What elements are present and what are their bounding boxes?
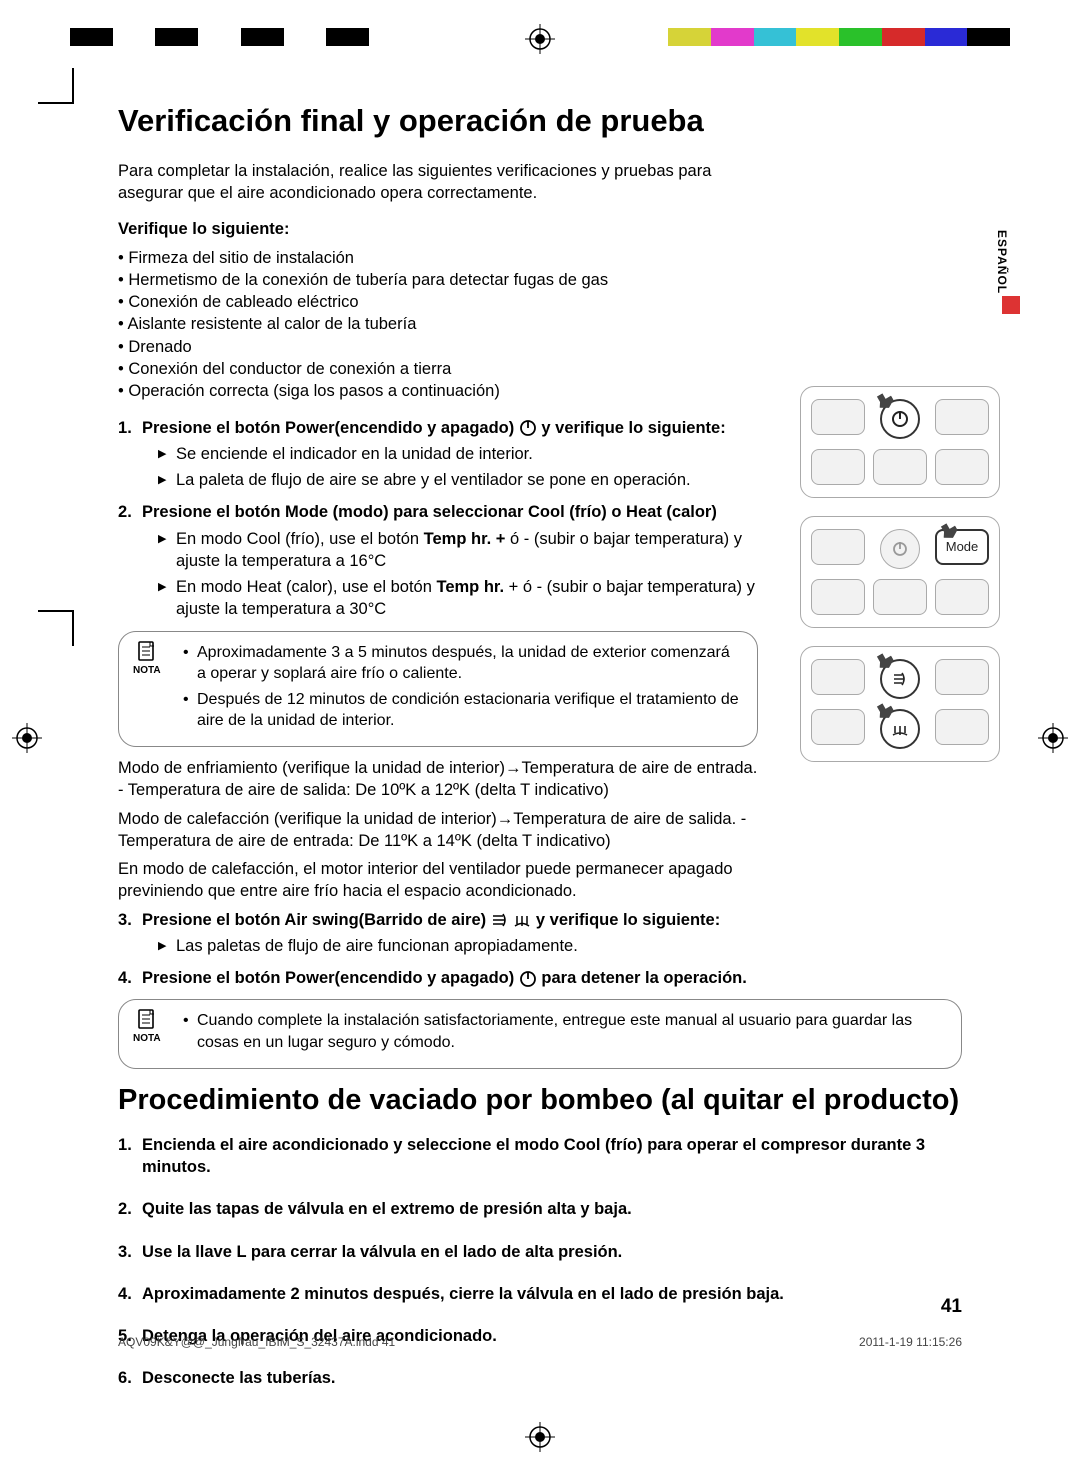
remote-2: Mode — [800, 516, 1000, 628]
steps-list-2: Presione el botón Air swing(Barrido de a… — [118, 909, 758, 990]
language-tab: ESPAÑOL — [994, 230, 1010, 294]
power-icon — [519, 970, 537, 988]
step-2: Presione el botón Mode (modo) para selec… — [118, 501, 758, 620]
pump-step: Desconecte las tuberías. — [118, 1367, 962, 1389]
verify-item: Conexión del conductor de conexión a tie… — [118, 358, 962, 380]
registration-mark-left — [12, 723, 42, 753]
swing-vertical-icon — [513, 912, 531, 928]
page-number: 41 — [941, 1294, 962, 1320]
step-4: Presione el botón Power(encendido y apag… — [118, 967, 758, 989]
footer-timestamp: 2011-1-19 11:15:26 — [859, 1334, 962, 1350]
step-3: Presione el botón Air swing(Barrido de a… — [118, 909, 758, 958]
registration-mark-bottom — [525, 1422, 555, 1452]
remote-diagrams: Mode — [800, 386, 1000, 780]
pump-step: Quite las tapas de válvula en el extremo… — [118, 1198, 962, 1220]
footer-filename: AQV09K&Y@@_Jungfrau_IBIM_S_32437A.indd 4… — [118, 1334, 395, 1350]
pumpdown-steps: Encienda el aire acondicionado y selecci… — [118, 1134, 962, 1390]
heading-pumpdown: Procedimiento de vaciado por bombeo (al … — [118, 1081, 962, 1120]
power-button — [880, 529, 920, 569]
verify-item: Firmeza del sitio de instalación — [118, 247, 962, 269]
remote-1 — [800, 386, 1000, 498]
step-1: Presione el botón Power(encendido y apag… — [118, 417, 758, 492]
verify-heading: Verifique lo siguiente: — [118, 218, 962, 240]
steps-list: Presione el botón Power(encendido y apag… — [118, 417, 758, 621]
pump-step: Aproximadamente 2 minutos después, cierr… — [118, 1283, 962, 1305]
pump-step: Use la llave L para cerrar la válvula en… — [118, 1241, 962, 1263]
registration-mark-top — [525, 24, 555, 54]
verify-item: Drenado — [118, 336, 962, 358]
note-icon: NOTA — [133, 640, 161, 678]
print-footer: AQV09K&Y@@_Jungfrau_IBIM_S_32437A.indd 4… — [118, 1334, 962, 1350]
power-icon — [519, 419, 537, 437]
verify-item: Conexión de cableado eléctrico — [118, 291, 962, 313]
note-icon: NOTA — [133, 1008, 161, 1046]
crop-mark-ml — [38, 610, 74, 646]
pump-step: Encienda el aire acondicionado y selecci… — [118, 1134, 962, 1179]
page-content: ESPAÑOL Verificación final y operación d… — [118, 100, 962, 1360]
mode-button-highlighted: Mode — [935, 529, 989, 565]
swing-horizontal-icon — [491, 912, 509, 928]
note-box-1: NOTA Aproximadamente 3 a 5 minutos despu… — [118, 631, 758, 747]
intro-text: Para completar la instalación, realice l… — [118, 160, 758, 205]
registration-mark-right — [1038, 723, 1068, 753]
verify-item: Aislante resistente al calor de la tuber… — [118, 313, 962, 335]
verify-list: Firmeza del sitio de instalaciónHermetis… — [118, 247, 962, 403]
verify-item: Hermetismo de la conexión de tubería par… — [118, 269, 962, 291]
remote-3 — [800, 646, 1000, 762]
heading-verification: Verificación final y operación de prueba — [118, 100, 962, 142]
note-box-2: NOTA Cuando complete la instalación sati… — [118, 999, 962, 1068]
crop-mark-tl — [38, 68, 74, 104]
language-indicator — [1002, 296, 1020, 314]
